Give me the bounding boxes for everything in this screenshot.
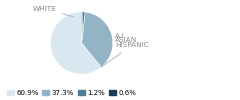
Wedge shape [82,12,113,67]
Wedge shape [50,12,101,74]
Wedge shape [82,12,85,43]
Legend: 60.9%, 37.3%, 1.2%, 0.6%: 60.9%, 37.3%, 1.2%, 0.6% [6,89,137,96]
Text: ASIAN: ASIAN [110,37,138,44]
Wedge shape [82,12,83,43]
Text: WHITE: WHITE [33,6,73,17]
Text: A.I.: A.I. [109,33,127,40]
Text: HISPANIC: HISPANIC [101,42,149,67]
